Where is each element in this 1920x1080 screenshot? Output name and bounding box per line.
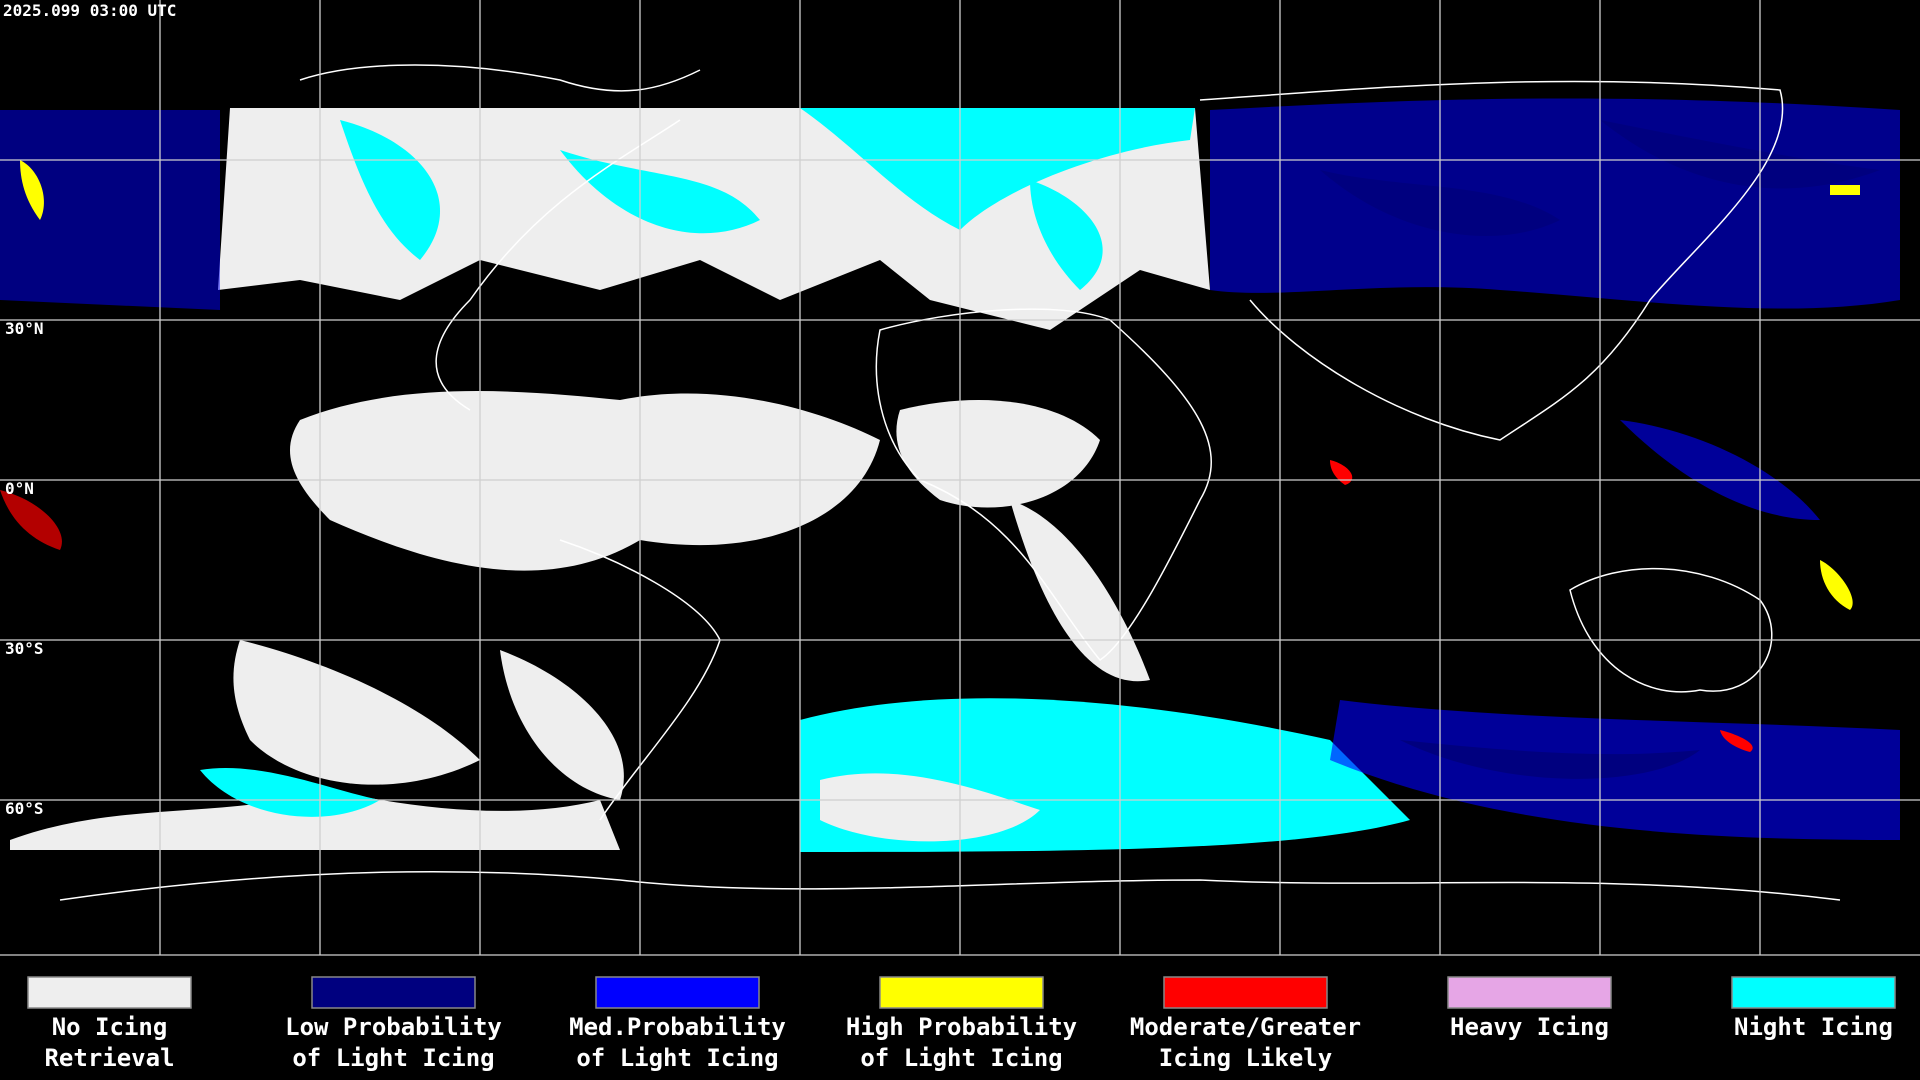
graticule — [0, 0, 1920, 956]
legend-swatch — [1731, 976, 1896, 1009]
coastline — [299, 64, 701, 411]
no-icing-area — [1010, 500, 1150, 682]
legend-label: Low Probability — [285, 1013, 502, 1041]
moderate-icing-area — [1330, 460, 1353, 485]
latitude-label: 0°N — [5, 479, 34, 498]
night-icing-area — [200, 767, 380, 817]
coastline — [59, 870, 1841, 901]
night-icing-area — [800, 108, 1195, 230]
night-icing-area — [560, 150, 760, 234]
no-icing-area — [290, 391, 880, 571]
no-icing-area — [233, 640, 480, 785]
legend-label: Icing Likely — [1159, 1044, 1332, 1072]
high-probability-area — [1820, 560, 1853, 610]
no-icing-area — [820, 773, 1040, 842]
low-probability-area — [1600, 120, 1880, 189]
moderate-icing-area — [0, 490, 62, 550]
legend-label: of Light Icing — [860, 1044, 1062, 1072]
latitude-label: 30°S — [5, 639, 44, 658]
legend-label: Night Icing — [1734, 1013, 1893, 1041]
moderate-icing-area — [1720, 730, 1753, 752]
legend-swatch — [595, 976, 760, 1009]
latitude-label: 60°S — [5, 799, 44, 818]
legend-label: Med.Probability — [569, 1013, 786, 1041]
legend-label: High Probability — [846, 1013, 1077, 1041]
legend-label: of Light Icing — [576, 1044, 778, 1072]
med-probability-area — [0, 110, 220, 310]
legend-swatch — [1447, 976, 1612, 1009]
legend-label: Heavy Icing — [1450, 1013, 1609, 1041]
coastline — [1199, 80, 1784, 441]
latitude-labels: 30°N 0°N 30°S 60°S — [5, 319, 44, 818]
high-probability-area — [20, 160, 44, 220]
legend-swatch — [311, 976, 476, 1009]
legend-label: Retrieval — [44, 1044, 174, 1072]
legend-label: of Light Icing — [292, 1044, 494, 1072]
legend-swatch — [879, 976, 1044, 1009]
med-probability-area — [1210, 98, 1900, 309]
legend-swatch — [27, 976, 192, 1009]
coastline — [1569, 567, 1773, 693]
legend-swatch — [1163, 976, 1328, 1009]
latitude-label: 30°N — [5, 319, 44, 338]
legend-label: No Icing — [52, 1013, 168, 1041]
no-icing-area — [500, 650, 624, 800]
legend-label: Moderate/Greater — [1130, 1013, 1361, 1041]
low-probability-area — [1400, 740, 1700, 779]
legend: No Icing Retrieval Low Probability of Light… — [27, 976, 1896, 1072]
med-probability-area — [1620, 420, 1820, 520]
night-icing-area — [340, 120, 441, 260]
no-icing-area — [10, 790, 620, 850]
high-probability-area — [1830, 185, 1860, 195]
timestamp: 2025.099 03:00 UTC — [3, 1, 176, 20]
night-icing-area — [1030, 180, 1103, 290]
